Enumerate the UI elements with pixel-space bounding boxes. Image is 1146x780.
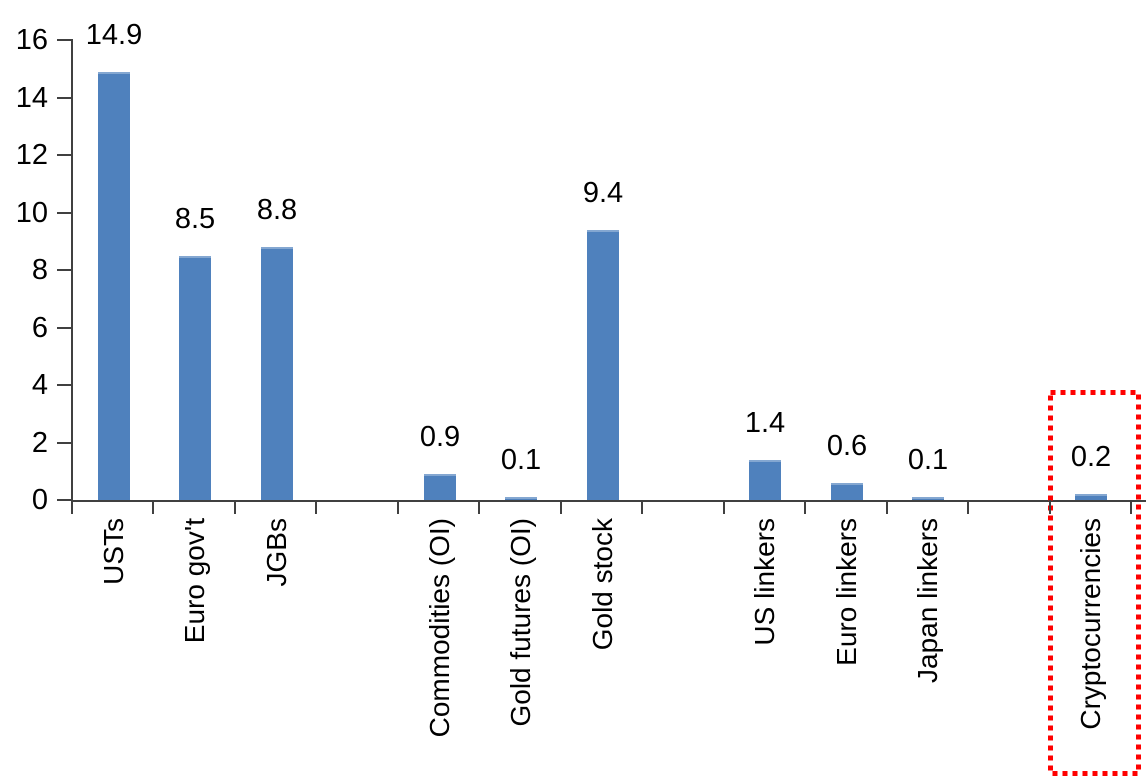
bar-euro-gov-t [179, 256, 211, 500]
bar-euro-linkers [831, 483, 863, 500]
y-axis-tick [57, 384, 73, 386]
x-axis-category-label: JGBs [261, 518, 292, 587]
x-axis-tick [560, 500, 562, 514]
x-axis-category-label: Euro linkers [831, 518, 862, 666]
y-axis-tick-label: 0 [31, 484, 48, 516]
bar-usts [98, 72, 130, 500]
x-axis-line [71, 500, 1146, 502]
y-axis-tick-label: 2 [31, 427, 48, 459]
x-axis-tick [641, 500, 643, 514]
bar-value-label: 9.4 [582, 177, 624, 209]
x-axis-category-label: Cryptocurrencies [1075, 518, 1106, 730]
x-axis-tick [967, 500, 969, 514]
y-axis-tick [57, 269, 73, 271]
bar-value-label: 8.5 [174, 203, 216, 235]
x-axis-tick [723, 500, 725, 514]
bar-value-label: 0.9 [419, 421, 461, 453]
y-axis-tick [57, 154, 73, 156]
x-axis-category-label: Euro gov't [179, 518, 210, 644]
x-axis-category-label: Gold stock [587, 518, 618, 651]
bar-value-label: 0.1 [907, 444, 949, 476]
bar-cryptocurrencies [1075, 494, 1107, 500]
bar-jgbs [261, 247, 293, 500]
y-axis-tick [57, 212, 73, 214]
x-axis-tick [804, 500, 806, 514]
bar-value-label: 1.4 [744, 407, 786, 439]
y-axis-tick-label: 12 [15, 139, 48, 171]
bar-value-label: 14.9 [85, 19, 143, 51]
x-axis-tick [234, 500, 236, 514]
y-axis-tick-label: 6 [31, 312, 48, 344]
bar-value-label: 0.2 [1070, 441, 1112, 473]
y-axis-tick-label: 10 [15, 197, 48, 229]
bar-value-label: 0.1 [500, 444, 542, 476]
x-axis-tick [1130, 500, 1132, 514]
bar-commodities-oi- [424, 474, 456, 500]
x-axis-tick [478, 500, 480, 514]
y-axis-tick-label: 14 [15, 82, 48, 114]
bar-gold-futures-oi- [505, 497, 537, 500]
y-axis-tick [57, 442, 73, 444]
bar-us-linkers [749, 460, 781, 500]
y-axis-tick-label: 16 [15, 24, 48, 56]
x-axis-category-label: US linkers [749, 518, 780, 646]
x-axis-category-label: Gold futures (OI) [505, 518, 536, 727]
x-axis-tick [71, 500, 73, 514]
y-axis-tick [57, 97, 73, 99]
x-axis-tick [397, 500, 399, 514]
x-axis-tick [886, 500, 888, 514]
y-axis-tick [57, 39, 73, 41]
y-axis-tick-label: 8 [31, 254, 48, 286]
y-axis-tick [57, 327, 73, 329]
y-axis-tick [57, 499, 73, 501]
x-axis-category-label: Commodities (OI) [424, 518, 455, 738]
x-axis-tick [152, 500, 154, 514]
bar-gold-stock [587, 230, 619, 500]
bar-japan-linkers [912, 497, 944, 500]
x-axis-category-label: USTs [98, 518, 129, 585]
bar-value-label: 8.8 [256, 194, 298, 226]
y-axis-tick-label: 4 [31, 369, 48, 401]
x-axis-tick [1049, 500, 1051, 514]
bar-value-label: 0.6 [826, 430, 868, 462]
x-axis-tick [315, 500, 317, 514]
x-axis-category-label: Japan linkers [912, 518, 943, 683]
